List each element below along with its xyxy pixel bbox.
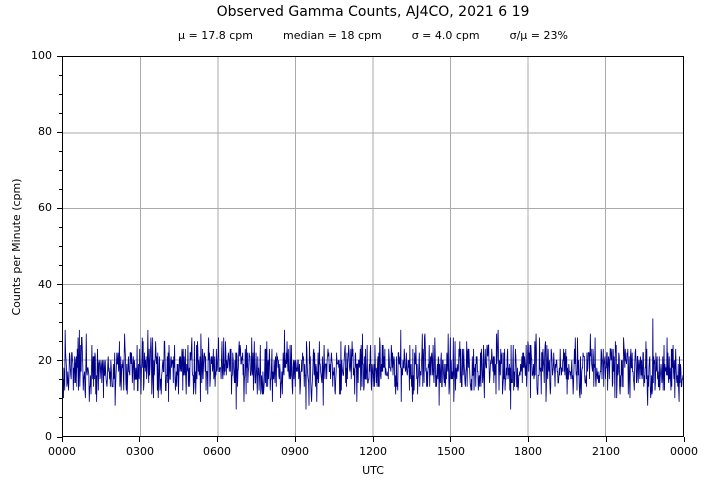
y-minor-tick <box>59 169 62 171</box>
y-tick-label: 80 <box>38 125 52 138</box>
x-tick-label: 1200 <box>359 445 387 458</box>
chart-subtitle: μ = 17.8 cpm median = 18 cpm σ = 4.0 cpm… <box>62 29 684 43</box>
y-minor-tick <box>59 303 62 305</box>
y-minor-tick <box>59 74 62 76</box>
y-minor-tick <box>59 112 62 114</box>
stat-median: median = 18 cpm <box>283 29 382 42</box>
x-tick-label: 0000 <box>670 445 698 458</box>
y-minor-tick <box>59 398 62 400</box>
y-minor-tick <box>59 417 62 419</box>
y-tick-label: 60 <box>38 201 52 214</box>
stat-sigma: σ = 4.0 cpm <box>411 29 480 42</box>
x-axis-label: UTC <box>362 464 384 477</box>
y-minor-tick <box>59 246 62 247</box>
y-tick-label: 40 <box>38 278 52 291</box>
x-major-tick <box>61 437 63 442</box>
x-tick-label: 2100 <box>592 445 620 458</box>
chart-title: Observed Gamma Counts, AJ4CO, 2021 6 19 <box>216 4 530 20</box>
x-major-tick <box>139 437 141 442</box>
x-major-tick <box>683 437 685 442</box>
y-major-tick <box>57 131 62 133</box>
x-tick-label: 1500 <box>437 445 465 458</box>
y-major-tick <box>57 55 62 57</box>
y-minor-tick <box>59 322 62 324</box>
y-minor-tick <box>59 341 62 343</box>
y-minor-tick <box>59 265 62 267</box>
y-minor-tick <box>59 379 62 381</box>
gamma-counts-series-line <box>63 318 683 410</box>
x-major-tick <box>450 437 452 442</box>
x-major-tick <box>294 437 296 442</box>
x-major-tick <box>528 437 529 442</box>
y-minor-tick <box>59 226 62 228</box>
y-tick-label: 20 <box>38 354 52 367</box>
x-major-tick <box>605 437 607 442</box>
y-minor-tick <box>59 93 62 95</box>
plot-canvas <box>63 57 683 436</box>
x-tick-label: 0600 <box>203 445 231 458</box>
x-tick-label: 0900 <box>281 445 309 458</box>
y-major-tick <box>57 207 62 209</box>
plot-area <box>62 56 684 437</box>
y-tick-label: 100 <box>31 49 52 62</box>
y-major-tick <box>57 436 62 438</box>
y-major-tick <box>57 360 62 362</box>
stat-mean: μ = 17.8 cpm <box>178 29 253 42</box>
x-tick-label: 1800 <box>514 445 542 458</box>
y-major-tick <box>57 284 62 286</box>
x-major-tick <box>217 437 218 442</box>
x-tick-label: 0000 <box>48 445 76 458</box>
y-tick-label: 0 <box>45 430 52 443</box>
y-minor-tick <box>59 150 62 152</box>
x-major-tick <box>372 437 374 442</box>
y-axis-label: Counts per Minute (cpm) <box>10 178 23 316</box>
y-minor-tick <box>59 188 62 190</box>
x-tick-label: 0300 <box>126 445 154 458</box>
stat-sigma-over-mean: σ/μ = 23% <box>509 29 568 42</box>
